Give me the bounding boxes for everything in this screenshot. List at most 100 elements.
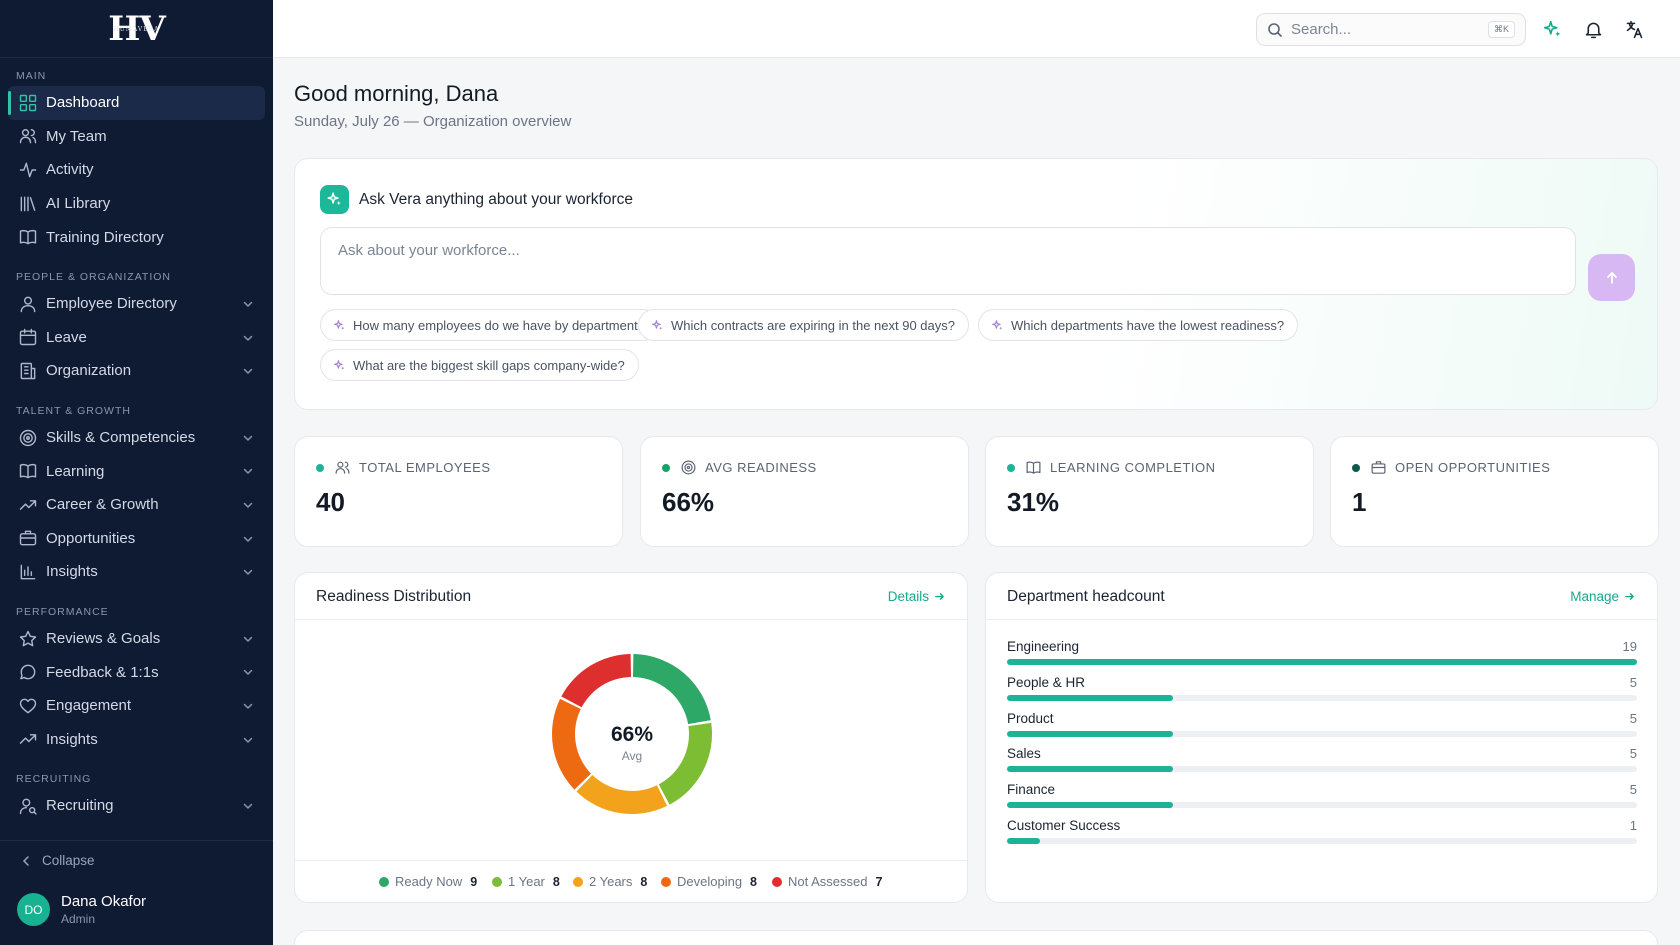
sidebar-item-insights[interactable]: Insights: [8, 723, 265, 757]
department-count: 5: [1629, 782, 1637, 798]
collapse-button[interactable]: Collapse: [20, 853, 95, 868]
language-button[interactable]: [1624, 19, 1645, 40]
stat-card-avg-readiness[interactable]: AVG READINESS 66%: [640, 436, 969, 547]
sidebar-item-label: Engagement: [46, 697, 132, 715]
search-box[interactable]: Search... ⌘K: [1256, 13, 1526, 46]
send-button[interactable]: [1588, 254, 1635, 301]
donut-slice-2-years[interactable]: [576, 775, 668, 814]
stat-card-open-opportunities[interactable]: OPEN OPPORTUNITIES 1: [1330, 436, 1659, 547]
sidebar-item-label: Insights: [46, 730, 98, 748]
top-bar: Search... ⌘K: [273, 0, 1680, 58]
legend-label: 2 Years: [589, 874, 633, 889]
calendar-icon: [19, 329, 37, 346]
chevron-down-icon: [243, 536, 253, 542]
sidebar-item-label: Feedback & 1:1s: [46, 663, 159, 681]
bar-chart-icon: [20, 564, 36, 580]
user-role: Admin: [61, 912, 96, 926]
status-dot: [1352, 463, 1360, 472]
sidebar-item-career-and-growth[interactable]: Career & Growth: [8, 488, 265, 522]
chevron-down-icon: [243, 737, 253, 743]
sidebar-item-ai-library[interactable]: AI Library: [8, 187, 265, 221]
department-row-finance[interactable]: Finance 5: [1007, 782, 1637, 812]
suggestion-text: Which departments have the lowest readin…: [1011, 317, 1285, 333]
chevron-down-icon: [243, 569, 253, 575]
department-row-people-and-hr[interactable]: People & HR 5: [1007, 675, 1637, 705]
sidebar-item-feedback-and-1-1s[interactable]: Feedback & 1:1s: [8, 655, 265, 689]
legend-item-2-years: 2 Years 8: [573, 874, 647, 889]
sidebar-item-dashboard[interactable]: Dashboard: [8, 86, 265, 120]
manage-link[interactable]: Manage: [1570, 589, 1635, 604]
suggestion-chip[interactable]: What are the biggest skill gaps company-…: [320, 349, 639, 381]
sidebar-item-skills-and-competencies[interactable]: Skills & Competencies: [8, 421, 265, 455]
donut-slice-ready-now[interactable]: [632, 654, 711, 725]
user-name: Dana Okafor: [61, 893, 147, 910]
sidebar-item-organization[interactable]: Organization: [8, 354, 265, 388]
sidebar-nav: MAIN Dashboard My Team Activity AI Library Tr…: [8, 66, 265, 823]
sidebar-item-insights[interactable]: Insights: [8, 555, 265, 589]
nav-section-label: RECRUITING: [16, 773, 92, 786]
stat-card-total-employees[interactable]: TOTAL EMPLOYEES 40: [294, 436, 623, 547]
user-profile[interactable]: DO Dana Okafor Admin: [17, 893, 146, 926]
details-link[interactable]: Details: [888, 589, 945, 604]
readiness-donut-chart: 66% Avg: [552, 654, 712, 814]
sidebar-item-reviews-and-goals[interactable]: Reviews & Goals: [8, 622, 265, 656]
department-row-product[interactable]: Product 5: [1007, 711, 1637, 741]
panel-title: Department headcount: [1007, 588, 1165, 605]
suggestion-chip[interactable]: Which contracts are expiring in the next…: [638, 309, 969, 341]
stat-card-learning-completion[interactable]: LEARNING COMPLETION 31%: [985, 436, 1314, 547]
ask-vera-card: Ask Vera anything about your workforce H…: [294, 158, 1658, 410]
sidebar-item-my-team[interactable]: My Team: [8, 120, 265, 154]
readiness-distribution-card: Readiness Distribution Details 66% Avg R…: [294, 572, 968, 903]
legend-label: 1 Year: [508, 874, 545, 889]
page-subtitle: Sunday, July 26 — Organization overview: [294, 113, 572, 130]
suggestion-chip[interactable]: How many employees do we have by departm…: [320, 309, 659, 341]
sparkle-icon: [652, 319, 663, 330]
collapse-label: Collapse: [42, 853, 95, 868]
headcount-bar-track: [1007, 659, 1637, 665]
status-dot: [662, 463, 670, 472]
panel-title: Readiness Distribution: [316, 588, 472, 605]
department-row-sales[interactable]: Sales 5: [1007, 746, 1637, 776]
sidebar-item-employee-directory[interactable]: Employee Directory: [8, 287, 265, 321]
sidebar-item-leave[interactable]: Leave: [8, 321, 265, 355]
department-row-customer-success[interactable]: Customer Success 1: [1007, 818, 1637, 848]
sidebar-item-label: Dashboard: [46, 94, 120, 112]
legend-label: Not Assessed: [788, 874, 868, 889]
chevron-left-icon: [22, 855, 29, 866]
chevron-down-icon: [243, 636, 253, 642]
status-dot: [1007, 463, 1015, 472]
book-icon: [19, 230, 37, 245]
donut-slice-1-year[interactable]: [658, 722, 712, 805]
target-icon: [19, 429, 37, 446]
sidebar-item-learning[interactable]: Learning: [8, 454, 265, 488]
legend-swatch: [379, 876, 389, 887]
sidebar-item-training-directory[interactable]: Training Directory: [8, 220, 265, 254]
sidebar-item-activity[interactable]: Activity: [8, 153, 265, 187]
sidebar-item-opportunities[interactable]: Opportunities: [8, 522, 265, 556]
page-title: Good morning, Dana: [294, 81, 499, 106]
chevron-down-icon: [243, 670, 253, 676]
sparkle-icon: [992, 319, 1003, 330]
donut-slice-not-assessed[interactable]: [561, 654, 632, 708]
ask-vera-input[interactable]: [320, 227, 1576, 295]
sidebar-item-label: Leave: [46, 328, 87, 346]
department-row-engineering[interactable]: Engineering 19: [1007, 639, 1637, 669]
sidebar-item-recruiting[interactable]: Recruiting: [8, 789, 265, 823]
brand-logo[interactable]: HV HUMAVERA: [0, 0, 273, 58]
sidebar-item-engagement[interactable]: Engagement: [8, 689, 265, 723]
sidebar-item-label: AI Library: [46, 195, 111, 213]
chevron-down-icon: [243, 368, 253, 374]
bell-icon: [1585, 22, 1602, 39]
stat-value: 66%: [662, 487, 715, 517]
notifications-button[interactable]: [1583, 19, 1604, 40]
suggestion-chip[interactable]: Which departments have the lowest readin…: [978, 309, 1299, 341]
donut-slice-developing[interactable]: [552, 698, 591, 790]
ai-sparkle-button[interactable]: [1542, 19, 1563, 40]
divider: [295, 860, 967, 861]
stat-label: TOTAL EMPLOYEES: [359, 460, 491, 475]
legend-value: 8: [640, 874, 648, 889]
ask-vera-header: Ask Vera anything about your workforce: [320, 185, 633, 214]
ai-badge: [320, 185, 349, 214]
suggestion-text: How many employees do we have by departm…: [353, 317, 645, 333]
stat-label: OPEN OPPORTUNITIES: [1395, 460, 1551, 475]
